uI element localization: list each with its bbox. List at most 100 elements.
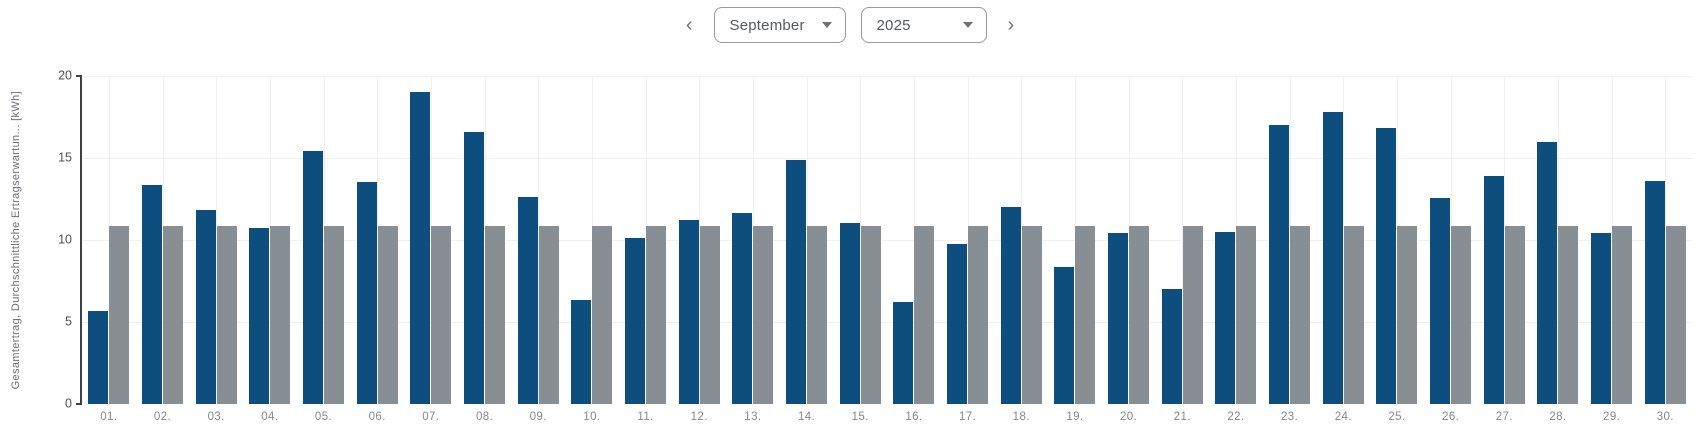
bar-gesamtertrag [1161, 289, 1182, 404]
bar-group: 12. [672, 76, 726, 423]
x-tick-label: 28. [1549, 411, 1567, 423]
bar-gesamtertrag [1108, 232, 1129, 404]
x-tick-label: 01. [100, 411, 118, 423]
x-tick-label: 16. [905, 411, 923, 423]
bar-ertragserwartung [324, 226, 345, 404]
x-tick-label: 21. [1173, 411, 1191, 423]
bar-group: 14. [780, 76, 834, 423]
bar-gesamtertrag [893, 302, 914, 404]
x-tick-label: 26. [1442, 411, 1460, 423]
bar-ertragserwartung [1182, 226, 1203, 404]
period-selector: ‹ September 2025 › [0, 7, 1700, 43]
x-tick-label: 08. [475, 411, 494, 423]
year-dropdown-value: 2025 [876, 16, 911, 34]
x-tick-label: 04. [261, 411, 279, 423]
chevron-left-icon[interactable]: ‹ [680, 11, 699, 39]
y-axis-title: Gesamtertrag, Durchschnittliche Ertragse… [10, 90, 22, 390]
bar-gesamtertrag [678, 219, 699, 404]
bar-group: 26. [1424, 76, 1478, 423]
bar-group: 06. [350, 76, 404, 423]
month-dropdown-value: September [729, 16, 805, 34]
bar-group: 22. [1209, 76, 1263, 423]
bar-ertragserwartung [485, 226, 506, 404]
bar-ertragserwartung [1665, 226, 1686, 404]
x-tick-label: 10. [583, 411, 601, 423]
x-tick-label: 15. [851, 411, 869, 423]
bar-ertragserwartung [1558, 226, 1579, 404]
bar-group: 17. [941, 76, 995, 423]
bar-gesamtertrag [1537, 141, 1558, 404]
bar-ertragserwartung [807, 226, 828, 404]
x-tick-label: 24. [1334, 411, 1352, 423]
bar-gesamtertrag [571, 299, 592, 404]
bar-gesamtertrag [947, 244, 968, 404]
bar-group: 29. [1585, 76, 1639, 423]
bar-ertragserwartung [1343, 226, 1364, 404]
bar-ertragserwartung [1075, 226, 1096, 404]
gridline [82, 240, 1692, 241]
bar-gesamtertrag [1644, 180, 1665, 404]
year-dropdown[interactable]: 2025 [860, 7, 987, 43]
bar-ertragserwartung [431, 226, 452, 404]
x-tick-label: 03. [207, 411, 225, 423]
bar-ertragserwartung [753, 226, 774, 404]
bar-gesamtertrag [786, 160, 807, 404]
bar-ertragserwartung [1129, 226, 1150, 404]
bar-ertragserwartung [538, 226, 559, 404]
bar-gesamtertrag [88, 311, 109, 404]
x-tick-label: 29. [1603, 411, 1621, 423]
y-axis-line [76, 75, 82, 405]
bar-ertragserwartung [1451, 226, 1472, 404]
bar-group: 24. [1316, 76, 1370, 423]
bar-ertragserwartung [968, 226, 989, 404]
bar-ertragserwartung [270, 226, 291, 404]
chevron-right-icon[interactable]: › [1002, 11, 1021, 39]
bar-gesamtertrag [142, 185, 162, 404]
bar-group: 19. [1048, 76, 1102, 423]
x-tick-label: 05. [314, 411, 333, 423]
bar-ertragserwartung [592, 226, 613, 404]
x-tick-label: 25. [1388, 411, 1406, 423]
gridline [82, 76, 1692, 77]
x-tick-label: 23. [1281, 411, 1299, 423]
bar-ertragserwartung [1290, 226, 1311, 404]
x-tick-label: 12. [690, 411, 708, 423]
caret-down-icon [821, 22, 832, 28]
bar-group: 13. [726, 76, 780, 423]
bar-gesamtertrag [464, 131, 485, 404]
x-tick-label: 27. [1495, 411, 1513, 423]
bar-group: 28. [1531, 76, 1585, 423]
bar-gesamtertrag [1430, 198, 1451, 404]
bar-gesamtertrag [410, 92, 431, 404]
x-tick-label: 07. [422, 411, 440, 423]
bar-ertragserwartung [1504, 226, 1525, 404]
y-tick-label: 10 [58, 232, 72, 247]
bar-group: 02. [136, 76, 190, 423]
y-tick-label: 20 [58, 68, 72, 83]
bar-ertragserwartung [699, 226, 720, 404]
x-tick-label: 22. [1227, 411, 1245, 423]
x-tick-label: 11. [637, 411, 654, 423]
bar-group: 20. [1102, 76, 1156, 423]
x-tick-label: 14. [797, 411, 816, 423]
bar-group: 10. [565, 76, 619, 423]
bar-group: 18. [994, 76, 1048, 423]
bar-group: 15. [833, 76, 887, 423]
bar-ertragserwartung [216, 226, 237, 404]
bar-gesamtertrag [517, 196, 538, 404]
month-dropdown[interactable]: September [713, 7, 846, 43]
bar-gesamtertrag [1054, 267, 1075, 404]
caret-down-icon [962, 22, 973, 28]
bar-ertragserwartung [1021, 226, 1042, 404]
bar-gesamtertrag [839, 222, 860, 404]
x-tick-label: 09. [529, 411, 547, 423]
bar-group: 01. [82, 76, 136, 423]
bar-gesamtertrag [1376, 127, 1397, 404]
y-tick-label: 5 [65, 314, 72, 329]
bar-gesamtertrag [625, 238, 646, 404]
x-tick-label: 20. [1120, 411, 1138, 423]
bar-chart: 0 5 10 15 20 01. 02. 03. 04. 05. 06. 07. 08. 09. 10. 1… [58, 69, 1692, 423]
bar-gesamtertrag [356, 181, 377, 404]
y-tick-label: 15 [58, 150, 72, 165]
bar-ertragserwartung [377, 226, 398, 404]
